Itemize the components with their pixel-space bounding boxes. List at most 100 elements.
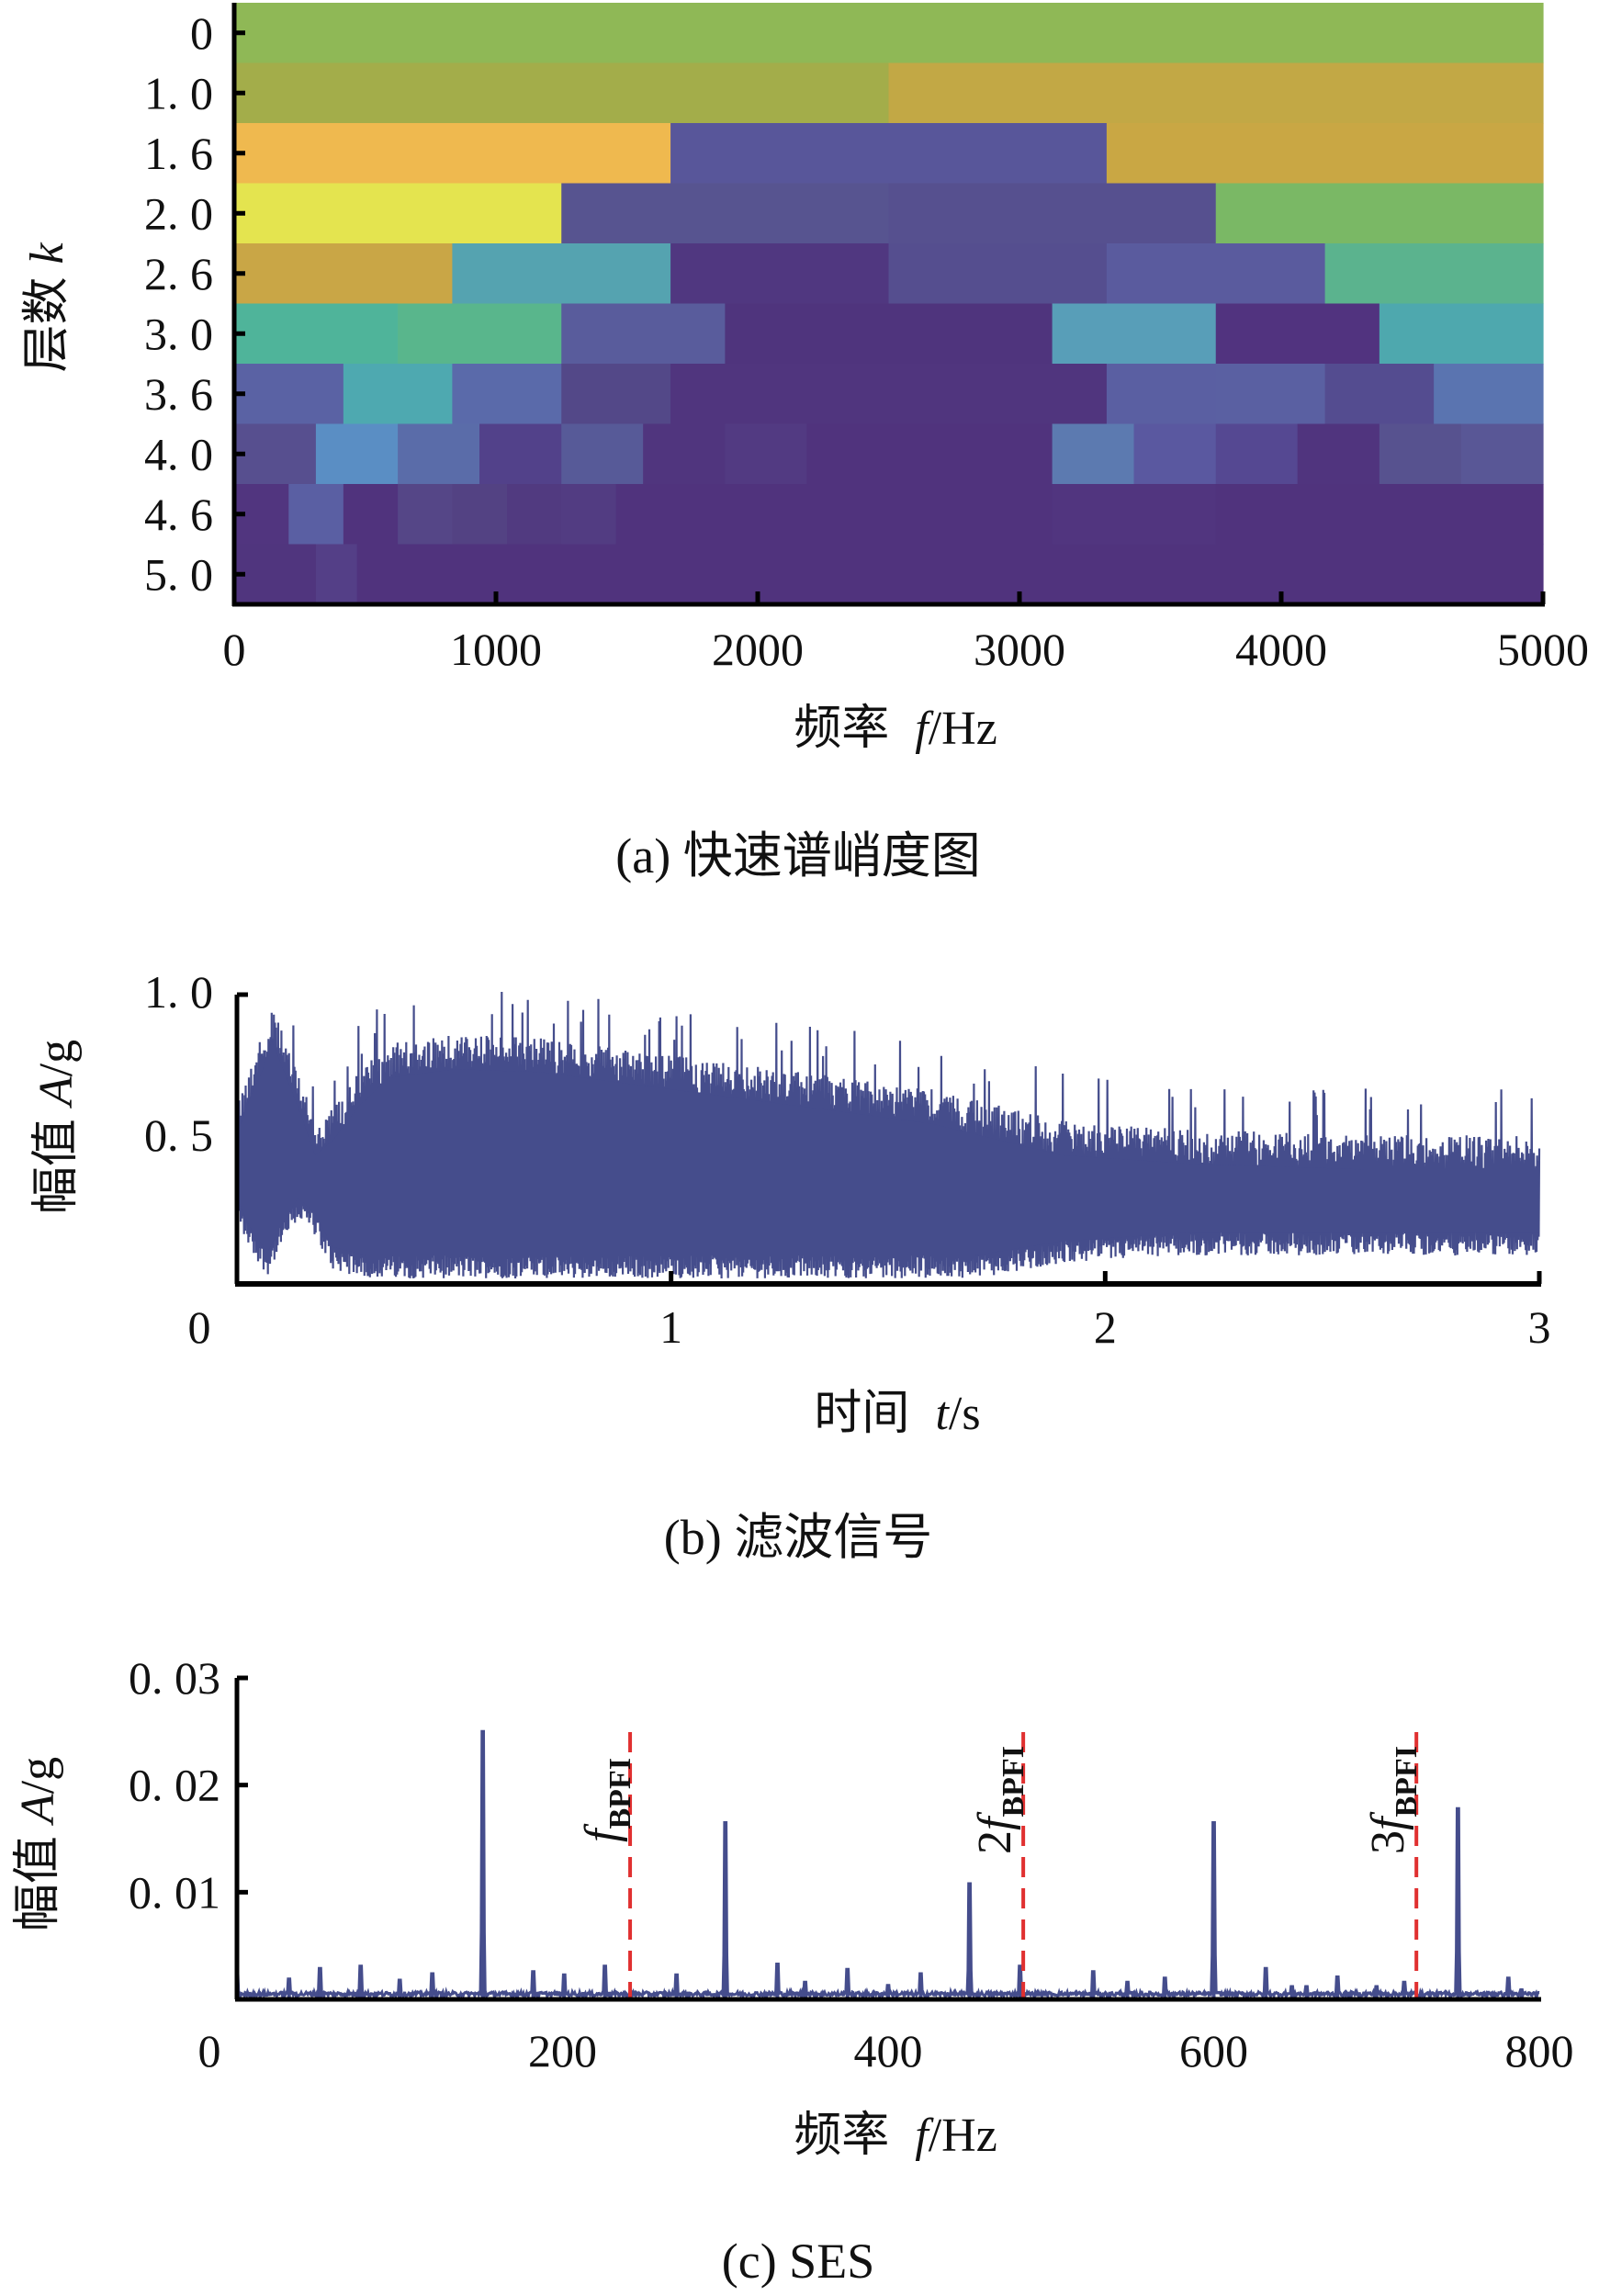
ses-plot: fBPFI 2fBPFI 3fBPFI (235, 1729, 1540, 2002)
heatmap-cell (234, 3, 1544, 64)
x-tick-label: 800 (1505, 2025, 1574, 2077)
heatmap-cell (1215, 364, 1326, 425)
y-tick-label: 0. 03 (129, 1652, 220, 1704)
heatmap-cell (1379, 423, 1462, 485)
ses-ylabel: 幅值A/g (12, 1757, 64, 1931)
ses-axes: 0. 01 0. 02 0. 03 0 200 400 600 800 (129, 1652, 1574, 2077)
heatmap-cell (234, 123, 671, 185)
heatmap-cell (1215, 484, 1544, 546)
y-tick-label: 1. 0 (144, 67, 213, 118)
y-tick-label: 5. 0 (144, 548, 213, 600)
heatmap-cell (670, 123, 1108, 185)
heatmap-cell (452, 243, 671, 305)
y-tick-label: 4. 6 (144, 489, 213, 540)
heatmap-cell (561, 183, 890, 244)
heatmap-cell (315, 544, 358, 605)
heatmap-ylabel: 层数k (21, 242, 73, 373)
bpfi-marker-label: 3fBPFI (1362, 1746, 1424, 1854)
heatmap-cell (1052, 423, 1135, 485)
heatmap-axes: 01. 01. 62. 02. 63. 03. 64. 04. 65. 00 10… (144, 3, 1589, 675)
marker-subscript: BPFI (603, 1758, 637, 1829)
heatmap-cell (452, 364, 562, 425)
x-tick-label: 3000 (974, 624, 1065, 675)
x-tick-label: 400 (854, 2025, 923, 2077)
heatmap-cell (1052, 303, 1217, 365)
heatmap-cell (234, 243, 454, 305)
y-tick-label: 1. 6 (144, 128, 213, 179)
heatmap-cell (1106, 364, 1217, 425)
x-tick-label: 3 (1528, 1301, 1551, 1353)
x-tick-label: 0 (188, 1301, 211, 1353)
signal-xlabel: 时间 t/s (814, 1388, 980, 1440)
x-tick-label: 2000 (712, 624, 804, 675)
x-tick-label: 600 (1179, 2025, 1248, 2077)
y-tick-label: 3. 6 (144, 368, 213, 420)
heatmap-cell (670, 243, 890, 305)
filtered-signal-plot (235, 991, 1541, 1279)
heatmap-cell (1434, 364, 1544, 425)
signal-axes: 0. 5 1. 0 0 1 2 3 (144, 966, 1551, 1353)
heatmap-cell (1215, 183, 1544, 244)
heatmap-cell (1052, 484, 1217, 546)
x-tick-label: 1000 (450, 624, 542, 675)
y-tick-label: 0 (190, 7, 213, 59)
heatmap-cell (1324, 364, 1435, 425)
heatmap-cell (234, 423, 317, 485)
heatmap-cell (1324, 243, 1544, 305)
heatmap-cell (234, 183, 562, 244)
heatmap-cell (479, 423, 562, 485)
x-tick-label: 5000 (1497, 624, 1589, 675)
heatmap-cell (561, 364, 671, 425)
heatmap-cell (1106, 243, 1326, 305)
caption-b: (b) 滤波信号 (664, 1510, 932, 1565)
heatmap-cell (234, 62, 890, 124)
heatmap-cell (343, 484, 399, 546)
heatmap-cell (615, 484, 1053, 546)
bpfi-marker-label: 2fBPFI (969, 1746, 1030, 1854)
heatmap-cell (343, 364, 454, 425)
heatmap-cell (506, 484, 562, 546)
heatmap-cell (315, 423, 399, 485)
spectral-kurtosis-heatmap (234, 3, 1544, 605)
heatmap-cell (561, 423, 644, 485)
heatmap-cell (398, 484, 454, 546)
ses-trace (236, 1729, 1540, 2002)
y-tick-label: 0. 01 (129, 1866, 220, 1918)
heatmap-cell (1106, 123, 1544, 185)
heatmap-cell (398, 303, 562, 365)
heatmap-cell (888, 62, 1544, 124)
heatmap-cell (356, 544, 1544, 605)
heatmap-cell (288, 484, 344, 546)
caption-c: (c) SES (722, 2234, 874, 2289)
heatmap-cell (888, 243, 1108, 305)
heatmap-cell (1460, 423, 1544, 485)
heatmap-cell (561, 484, 617, 546)
marker-subscript: BPFI (997, 1746, 1030, 1817)
heatmap-cell (1379, 303, 1544, 365)
x-tick-label: 0 (223, 624, 246, 675)
heatmap-cell (888, 183, 1217, 244)
marker-prefix: 2 (969, 1830, 1021, 1854)
y-tick-label: 0. 02 (129, 1760, 220, 1811)
heatmap-cell (725, 423, 807, 485)
ses-xlabel: 频率 f/Hz (794, 2110, 997, 2162)
y-tick-label: 3. 0 (144, 308, 213, 359)
x-tick-label: 200 (528, 2025, 597, 2077)
heatmap-xlabel: 频率 f/Hz (794, 703, 997, 755)
heatmap-cell (1215, 303, 1380, 365)
signal-trace (235, 991, 1541, 1279)
y-tick-label: 2. 6 (144, 248, 213, 299)
heatmap-cell (452, 484, 508, 546)
y-tick-label: 1. 0 (144, 966, 213, 1018)
heatmap-cell (398, 423, 480, 485)
heatmap-cell (725, 303, 1053, 365)
heatmap-cell (561, 303, 726, 365)
heatmap-cell (234, 544, 317, 605)
heatmap-cell (806, 423, 1053, 485)
heatmap-cell (670, 364, 1108, 425)
y-tick-label: 4. 0 (144, 428, 213, 479)
bpfi-marker-label: fBPFI (576, 1758, 637, 1842)
marker-subscript: BPFI (1390, 1746, 1424, 1817)
x-tick-label: 2 (1094, 1301, 1117, 1353)
